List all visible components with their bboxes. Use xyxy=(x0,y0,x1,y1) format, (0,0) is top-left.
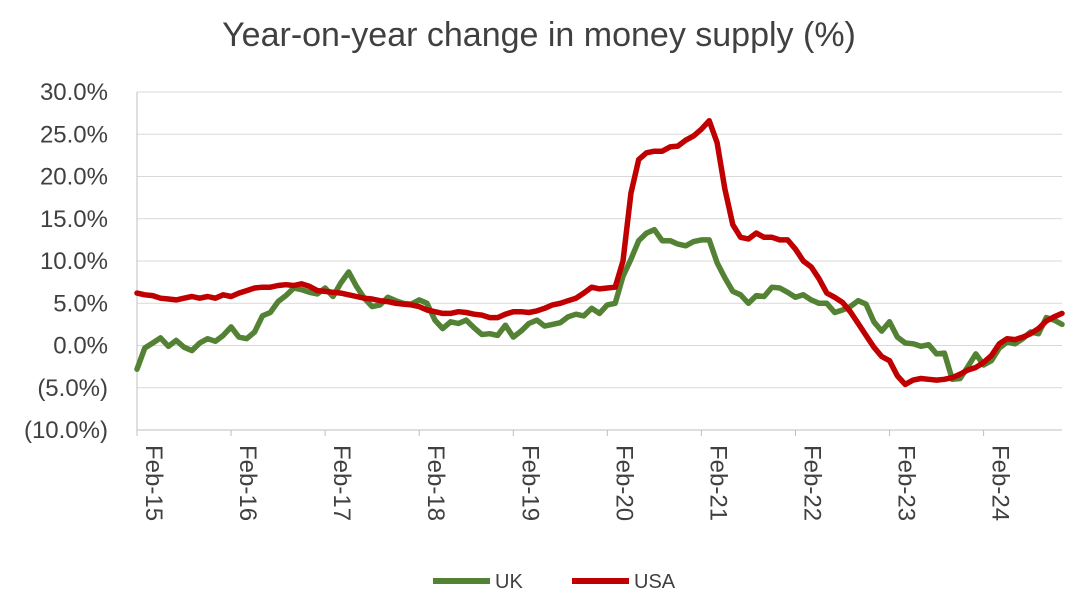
x-tick-label: Feb-17 xyxy=(328,445,355,521)
x-tick-label: Feb-20 xyxy=(610,445,637,521)
y-axis-ticks: 30.0% 25.0% 20.0% 15.0% 10.0% 5.0% 0.0% (5.0%) (… xyxy=(24,79,108,444)
y-tick-label: 30.0% xyxy=(40,79,108,106)
legend-label-uk: UK xyxy=(495,571,523,593)
series-line-usa xyxy=(134,117,1065,388)
legend-label-usa: USA xyxy=(634,571,676,593)
legend: UK USA xyxy=(433,571,676,593)
series-lines xyxy=(134,117,1065,388)
x-tick-label: Feb-21 xyxy=(704,445,731,521)
x-tick-label: Feb-16 xyxy=(234,445,261,521)
y-tick-label: 0.0% xyxy=(53,333,108,360)
x-tick-label: Feb-23 xyxy=(893,445,920,521)
chart-title: Year-on-year change in money supply (%) xyxy=(222,16,856,54)
gridlines xyxy=(136,91,1062,431)
x-axis-ticks: Feb-15 Feb-16 Feb-17 Feb-18 Feb-19 Feb-20 Feb-… xyxy=(136,430,1014,521)
y-tick-label: 15.0% xyxy=(40,206,108,233)
y-tick-label: (5.0%) xyxy=(37,375,108,402)
y-tick-label: 20.0% xyxy=(40,164,108,191)
y-tick-label: (10.0%) xyxy=(24,417,108,444)
y-tick-label: 5.0% xyxy=(53,290,108,317)
y-tick-label: 10.0% xyxy=(40,248,108,275)
x-tick-label: Feb-22 xyxy=(798,445,825,521)
y-tick-label: 25.0% xyxy=(40,121,108,148)
x-tick-label: Feb-15 xyxy=(140,445,167,521)
x-tick-label: Feb-18 xyxy=(422,445,449,521)
series-line-uk xyxy=(134,226,1065,383)
x-tick-label: Feb-19 xyxy=(516,445,543,521)
x-tick-label: Feb-24 xyxy=(987,445,1014,521)
